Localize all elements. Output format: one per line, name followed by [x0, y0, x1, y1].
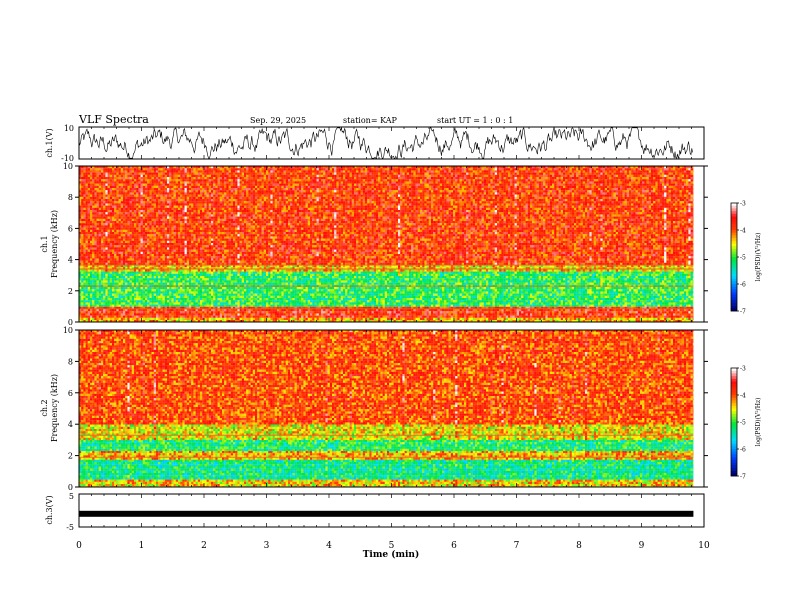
- xaxis-tick-label: 6: [451, 541, 457, 551]
- ch2-ytick: 6: [68, 389, 73, 398]
- ch1-ytick: 10: [63, 162, 73, 171]
- ch1-ytick: 6: [68, 224, 73, 233]
- ch2-colorbar-tick: -5: [740, 420, 746, 427]
- xaxis-tick-label: 8: [576, 541, 582, 551]
- ch2-colorbar: -3 -4 -5 -6 -7 log(PSD)(V²/Hz): [731, 366, 762, 481]
- ch1-colorbar-label: log(PSD)(V²/Hz): [755, 233, 762, 282]
- ch3-ytick-bottom: -5: [66, 523, 74, 532]
- ch2-colorbar-tick: -6: [740, 447, 746, 454]
- ch2-spectrogram-image: [79, 330, 704, 489]
- station-label: station= KAP: [343, 116, 398, 125]
- ch1-ytick: 4: [68, 256, 73, 265]
- xaxis-tick-label: 9: [639, 541, 645, 551]
- xaxis-tick-label: 0: [76, 541, 82, 551]
- xaxis-tick-label: 10: [698, 541, 710, 551]
- ch1-colorbar-tick: -7: [740, 309, 746, 316]
- ch2-colorbar-tick: -3: [740, 366, 746, 373]
- ch1-waveform-panel: 10 -10 ch.1(V): [45, 124, 704, 163]
- ch1-ylabel: ch.1(V): [45, 128, 54, 157]
- ch2-ytick: 10: [63, 326, 73, 335]
- xaxis-tick-label: 4: [326, 541, 332, 551]
- ch3-ylabel: ch.3(V): [45, 495, 54, 524]
- ch1-colorbar-tick: -5: [740, 255, 746, 262]
- ch2-ytick: 8: [68, 357, 73, 366]
- ch1-colorbar-tick: -6: [740, 282, 746, 289]
- xaxis-tick-label: 1: [139, 541, 145, 551]
- ch2-ytick: 2: [68, 452, 73, 461]
- ch2-ylabel-frequency: Frequency (kHz): [50, 374, 59, 442]
- ch1-colorbar-tick: -4: [740, 228, 746, 235]
- ch1-colorbar: -3 -4 -5 -6 -7 log(PSD)(V²/Hz): [731, 201, 762, 316]
- xaxis-tick-label: 2: [201, 541, 207, 551]
- ch1-spectrogram-image: [79, 166, 704, 322]
- ch3-waveform-panel: 5 -5 ch.3(V): [45, 492, 704, 532]
- ch2-colorbar-tick: -7: [740, 474, 746, 481]
- ch2-colorbar-tick: -4: [740, 393, 746, 400]
- ch2-colorbar-label: log(PSD)(V²/Hz): [755, 398, 762, 447]
- date-label: Sep. 29, 2025: [250, 116, 306, 125]
- xaxis-tick-label: 7: [514, 541, 520, 551]
- ch1-ytick: 8: [68, 193, 73, 202]
- ch1-ylabel-frequency: Frequency (kHz): [50, 210, 59, 278]
- ch3-waveform-band: [79, 511, 693, 517]
- ch1-colorbar-tick: -3: [740, 201, 746, 208]
- ch2-ylabel-channel: ch.2: [40, 399, 49, 416]
- xaxis-label: Time (min): [363, 549, 420, 560]
- ch1-ylabel-channel: ch.1: [40, 235, 49, 252]
- figure-title: VLF Spectra: [78, 113, 149, 126]
- ch3-ytick-top: 5: [69, 492, 74, 501]
- start-time-label: start UT = 1 : 0 : 1: [437, 116, 513, 125]
- vlf-spectra-figure: VLF Spectra Sep. 29, 2025 station= KAP s…: [0, 0, 792, 612]
- ch1-ytick: 2: [68, 287, 73, 296]
- ch2-ytick: 0: [68, 483, 73, 492]
- ch2-ytick: 4: [68, 420, 73, 429]
- xaxis-tick-label: 3: [264, 541, 270, 551]
- ch1-ytick-top: 10: [64, 124, 74, 133]
- ch2-spectrogram-panel: 10 8 6 4 2 0 ch.2 Frequency (kHz): [40, 326, 708, 492]
